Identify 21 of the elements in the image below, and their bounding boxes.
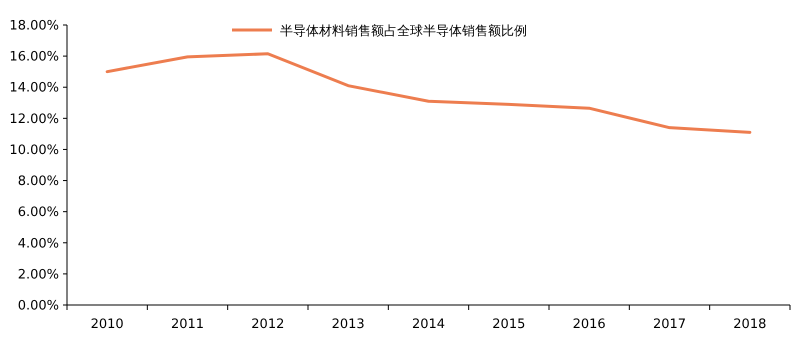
y-tick-label: 16.00% bbox=[9, 50, 59, 65]
legend-label: 半导体材料销售额占全球半导体销售额比例 bbox=[280, 24, 527, 39]
y-tick-label: 8.00% bbox=[18, 174, 59, 190]
x-tick-label: 2010 bbox=[90, 317, 124, 332]
y-tick-label: 14.00% bbox=[9, 80, 59, 96]
x-tick-label: 2017 bbox=[652, 317, 686, 332]
y-tick-label: 0.00% bbox=[18, 298, 59, 314]
x-tick-label: 2015 bbox=[492, 317, 526, 332]
line-series bbox=[106, 52, 752, 134]
x-tick-label: 2012 bbox=[251, 317, 284, 332]
x-tick-label: 2011 bbox=[170, 317, 204, 332]
y-tick-label: 4.00% bbox=[18, 236, 59, 252]
y-tick-label: 18.00% bbox=[9, 18, 59, 34]
y-tick-label: 10.00% bbox=[9, 142, 59, 158]
y-tick-label: 12.00% bbox=[9, 112, 59, 127]
y-tick-label: 2.00% bbox=[18, 267, 59, 282]
x-tick-label: 2018 bbox=[733, 317, 766, 332]
x-tick-label: 2013 bbox=[332, 317, 365, 332]
x-tick-label: 2016 bbox=[572, 317, 606, 332]
y-tick-label: 6.00% bbox=[18, 205, 59, 220]
x-tick-label: 2014 bbox=[412, 317, 446, 332]
